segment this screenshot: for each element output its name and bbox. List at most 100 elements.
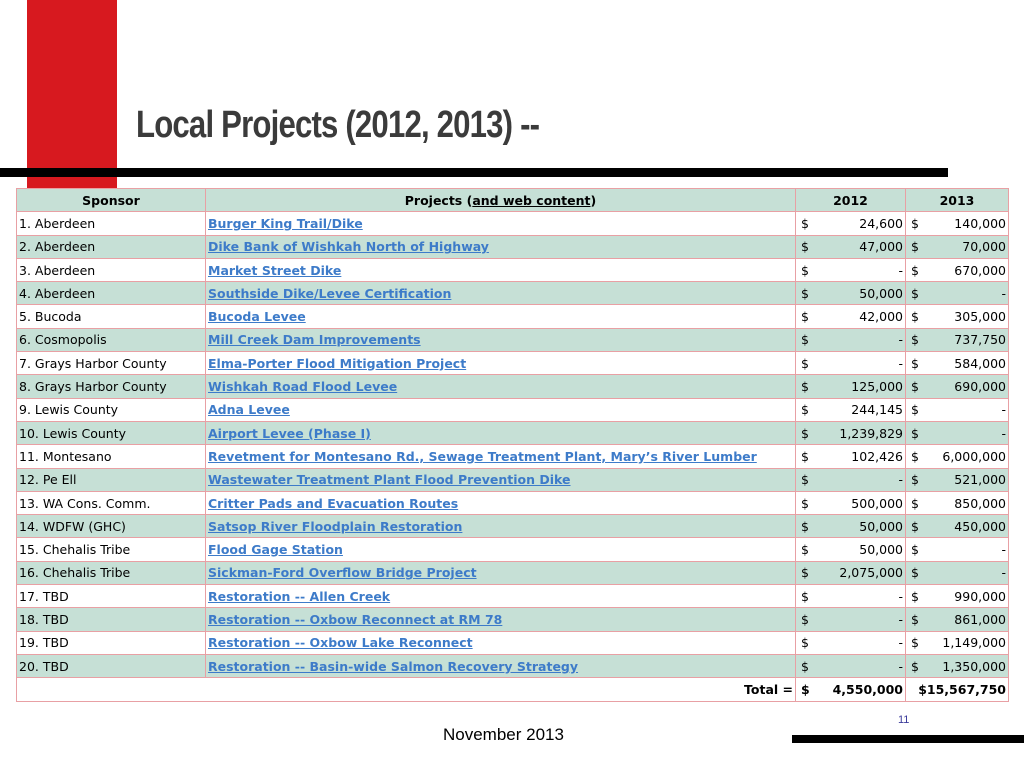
projects-table: Sponsor Projects (and web content) 2012 … xyxy=(16,187,1009,702)
amount-2013: 521,000 xyxy=(954,472,1006,488)
table-row: 19. TBD Restoration -- Oxbow Lake Reconne… xyxy=(16,630,1009,655)
sponsor-cell: 8. Grays Harbor County xyxy=(16,374,206,399)
currency-symbol: $ xyxy=(911,309,919,325)
currency-symbol: $ xyxy=(801,239,809,255)
project-link[interactable]: Elma-Porter Flood Mitigation Project xyxy=(205,351,796,376)
total-row: Total = $4,550,000 $15,567,750 xyxy=(16,677,1009,702)
amount-2013: 450,000 xyxy=(954,518,1006,534)
table-row: 12. Pe Ell Wastewater Treatment Plant Flo… xyxy=(16,467,1009,492)
amount-2013-cell: $521,000 xyxy=(905,467,1009,492)
amount-2012: 42,000 xyxy=(859,309,903,325)
amount-2012: - xyxy=(898,611,903,627)
project-link[interactable]: Wishkah Road Flood Levee xyxy=(205,374,796,399)
table-row: 2. Aberdeen Dike Bank of Wishkah North of… xyxy=(16,234,1009,259)
currency-symbol: $ xyxy=(911,472,919,488)
currency-symbol: $ xyxy=(911,332,919,348)
amount-2012: 244,145 xyxy=(851,402,903,418)
table-row: 17. TBD Restoration -- Allen Creek $ - $990,… xyxy=(16,584,1009,609)
currency-symbol: $ xyxy=(911,658,919,674)
amount-2012-cell: $50,000 xyxy=(795,281,906,306)
amount-2012: - xyxy=(898,472,903,488)
project-link[interactable]: Restoration -- Oxbow Lake Reconnect xyxy=(205,630,796,655)
currency-symbol: $ xyxy=(801,215,809,231)
sponsor-cell: 16. Chehalis Tribe xyxy=(16,560,206,586)
currency-symbol: $ xyxy=(911,402,919,418)
amount-2012-cell: $ - xyxy=(795,584,906,609)
amount-2012-cell: $1,239,829 xyxy=(795,420,906,446)
currency-symbol: $ xyxy=(911,495,919,511)
project-link[interactable]: Restoration -- Allen Creek xyxy=(205,584,796,609)
amount-2013-cell: $861,000 xyxy=(905,607,1009,632)
project-link[interactable]: Adna Levee xyxy=(205,397,796,422)
amount-2012: - xyxy=(898,355,903,371)
page-number: 11 xyxy=(898,714,910,726)
amount-2012-cell: $42,000 xyxy=(795,304,906,329)
currency-symbol: $ xyxy=(911,542,919,558)
currency-symbol: $ xyxy=(801,542,809,558)
currency-symbol: $ xyxy=(801,285,809,301)
project-link[interactable]: Restoration -- Basin-wide Salmon Recover… xyxy=(205,653,796,679)
amount-2013: - xyxy=(1001,425,1006,441)
table-row: 9. Lewis County Adna Levee $244,145 $ - xyxy=(16,397,1009,422)
table-row: 1. Aberdeen Burger King Trail/Dike $24,600… xyxy=(16,211,1009,236)
project-link[interactable]: Southside Dike/Levee Certification xyxy=(205,281,796,306)
table-row: 11. Montesano Revetment for Montesano Rd.… xyxy=(16,444,1009,469)
amount-2012-cell: $24,600 xyxy=(795,211,906,236)
amount-2013: 140,000 xyxy=(954,215,1006,231)
amount-2013-cell: $584,000 xyxy=(905,351,1009,376)
currency-symbol: $ xyxy=(801,332,809,348)
project-link[interactable]: Wastewater Treatment Plant Flood Prevent… xyxy=(205,467,796,492)
table-row: 14. WDFW (GHC) Satsop River Floodplain Re… xyxy=(16,514,1009,539)
amount-2013: 6,000,000 xyxy=(942,448,1006,464)
project-link[interactable]: Critter Pads and Evacuation Routes xyxy=(205,490,796,516)
amount-2012: 125,000 xyxy=(851,379,903,395)
project-link[interactable]: Airport Levee (Phase I) xyxy=(205,420,796,446)
amount-2012: 24,600 xyxy=(859,215,903,231)
amount-2012: 102,426 xyxy=(851,448,903,464)
red-accent-block xyxy=(27,0,117,188)
amount-2013-cell: $670,000 xyxy=(905,257,1009,283)
table-header-row: Sponsor Projects (and web content) 2012 … xyxy=(16,187,1009,213)
amount-2012-cell: $500,000 xyxy=(795,490,906,516)
total-2012: 4,550,000 xyxy=(832,681,903,697)
amount-2012-cell: $ - xyxy=(795,467,906,492)
amount-2013-cell: $ - xyxy=(905,281,1009,306)
amount-2012-cell: $ - xyxy=(795,607,906,632)
currency-symbol: $ xyxy=(911,518,919,534)
amount-2013-cell: $ - xyxy=(905,420,1009,446)
amount-2013-cell: $1,149,000 xyxy=(905,630,1009,655)
project-link[interactable]: Revetment for Montesano Rd., Sewage Trea… xyxy=(205,444,796,469)
header-projects: Projects (and web content) xyxy=(205,187,796,213)
table-row: 10. Lewis County Airport Levee (Phase I) $… xyxy=(16,420,1009,446)
currency-symbol: $ xyxy=(801,402,809,418)
currency-symbol: $ xyxy=(801,495,809,511)
table-row: 18. TBD Restoration -- Oxbow Reconnect at… xyxy=(16,607,1009,632)
project-link[interactable]: Bucoda Levee xyxy=(205,304,796,329)
amount-2012: 2,075,000 xyxy=(839,565,903,581)
currency-symbol: $ xyxy=(911,215,919,231)
currency-symbol: $ xyxy=(801,355,809,371)
project-link[interactable]: Market Street Dike xyxy=(205,257,796,283)
amount-2013: 1,350,000 xyxy=(942,658,1006,674)
amount-2012-cell: $125,000 xyxy=(795,374,906,399)
currency-symbol: $ xyxy=(801,425,809,441)
amount-2012: 50,000 xyxy=(859,518,903,534)
project-link[interactable]: Sickman-Ford Overflow Bridge Project xyxy=(205,560,796,586)
header-web-content-link[interactable]: and web content xyxy=(472,192,591,208)
header-sponsor: Sponsor xyxy=(16,187,206,213)
project-link[interactable]: Flood Gage Station xyxy=(205,537,796,562)
amount-2012: - xyxy=(898,658,903,674)
project-link[interactable]: Burger King Trail/Dike xyxy=(205,211,796,236)
table-row: 7. Grays Harbor County Elma-Porter Flood … xyxy=(16,351,1009,376)
sponsor-cell: 12. Pe Ell xyxy=(16,467,206,492)
currency-symbol: $ xyxy=(911,565,919,581)
amount-2013-cell: $1,350,000 xyxy=(905,653,1009,679)
amount-2012: - xyxy=(898,262,903,278)
project-link[interactable]: Dike Bank of Wishkah North of Highway xyxy=(205,234,796,259)
project-link[interactable]: Restoration -- Oxbow Reconnect at RM 78 xyxy=(205,607,796,632)
table-row: 4. Aberdeen Southside Dike/Levee Certific… xyxy=(16,281,1009,306)
project-link[interactable]: Satsop River Floodplain Restoration xyxy=(205,514,796,539)
project-link[interactable]: Mill Creek Dam Improvements xyxy=(205,327,796,353)
total-2013: $15,567,750 xyxy=(905,677,1009,702)
amount-2013: 670,000 xyxy=(954,262,1006,278)
